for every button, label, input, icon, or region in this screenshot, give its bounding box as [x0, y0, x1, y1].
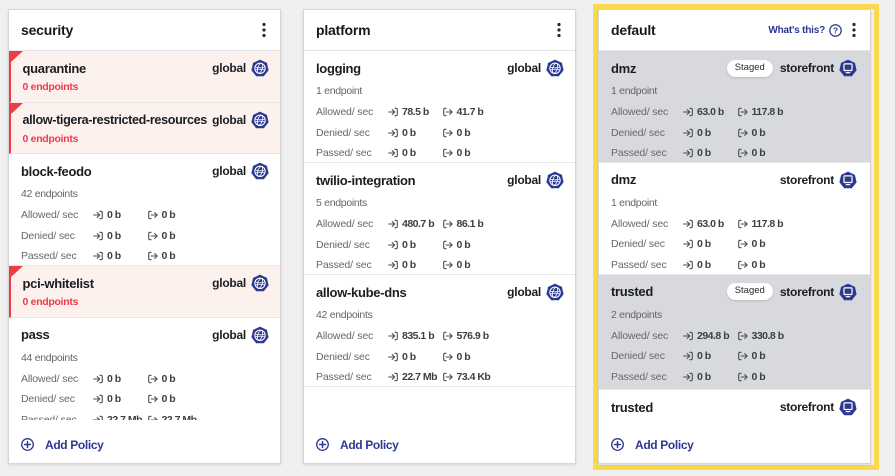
svg-text:?: ?: [833, 25, 838, 35]
